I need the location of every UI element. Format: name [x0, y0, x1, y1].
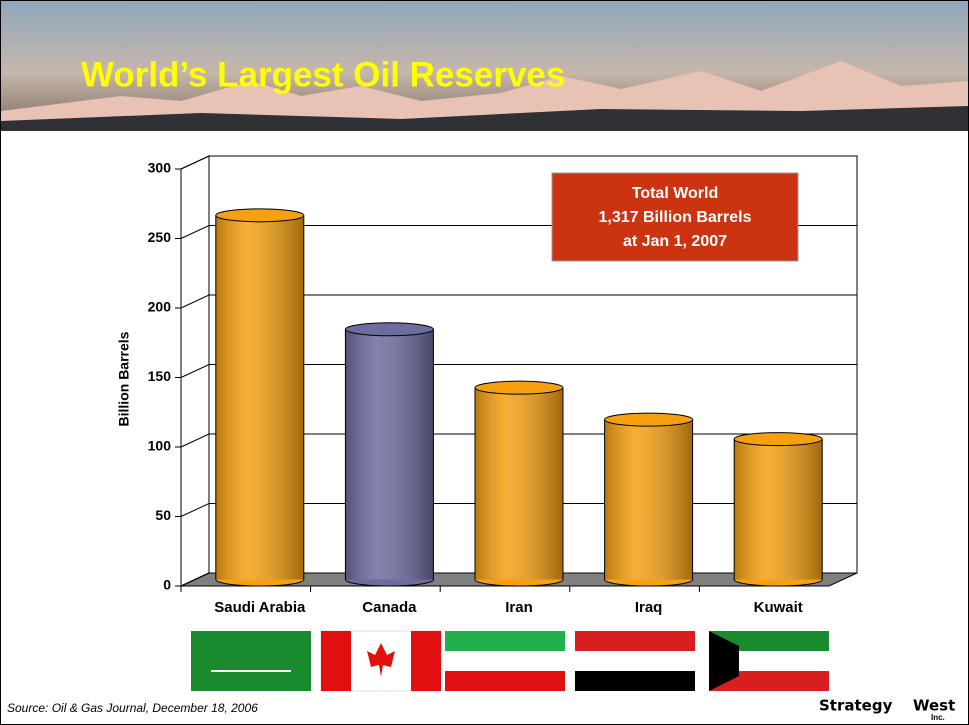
flag-detail [321, 631, 351, 691]
flag-iran [445, 631, 565, 651]
logo: Strategy [819, 697, 893, 715]
flag-detail [445, 651, 565, 671]
flag-detail [575, 651, 695, 671]
logo-west: West [913, 697, 955, 715]
grid-line [180, 155, 857, 170]
y-tick-label: 300 [148, 160, 172, 176]
bar-shade [475, 387, 563, 580]
bar-top [344, 322, 434, 337]
slide-title: World’s Largest Oil Reserves [81, 55, 565, 94]
annotation-box [551, 172, 799, 262]
x-tick-label: Iraq [635, 599, 663, 616]
flag-detail [445, 671, 565, 691]
grid-line [180, 294, 857, 309]
x-tick-label: Canada [362, 599, 417, 616]
bar-top [215, 208, 305, 223]
y-axis-title: Billion Barrels [116, 331, 132, 426]
source: Source: Oil & Gas Journal, December 18, … [7, 701, 258, 715]
bar-outline [474, 387, 564, 580]
flag-detail [367, 643, 395, 677]
x-tick-label: Saudi Arabia [214, 599, 306, 616]
x-tick-label: Iran [505, 599, 533, 616]
bar-outline [344, 329, 434, 580]
bar-top [604, 412, 694, 427]
grid-line [180, 364, 857, 378]
flag-detail [575, 671, 695, 691]
bar-outline [604, 419, 694, 580]
bar-top [733, 432, 823, 447]
y-tick-label: 200 [148, 299, 172, 315]
bar-top [474, 380, 564, 395]
flag-saudi [191, 631, 311, 691]
bar-shade [345, 329, 434, 580]
hills [1, 106, 968, 131]
flag-detail [709, 631, 739, 691]
bar-shade [604, 419, 693, 580]
flags [191, 630, 829, 692]
bar-outline [215, 215, 305, 580]
bar-shade [734, 439, 823, 580]
y-tick-label: 150 [148, 368, 172, 384]
flag-detail [411, 631, 441, 691]
flag-iraq [575, 631, 695, 651]
bar-shade [215, 215, 304, 580]
y-tick-label: 0 [163, 577, 171, 593]
bar-outline [733, 439, 823, 580]
y-tick-label: 250 [148, 229, 172, 245]
annotation: 1,317 Billion Barrels [599, 209, 752, 226]
x-tick-label: Kuwait [754, 599, 803, 616]
y-tick-label: 50 [155, 507, 171, 523]
annotation: Total World [632, 185, 719, 202]
annotation: at Jan 1, 2007 [623, 233, 727, 250]
y-tick-label: 100 [148, 438, 172, 454]
logo-sub: Inc. [931, 713, 945, 722]
